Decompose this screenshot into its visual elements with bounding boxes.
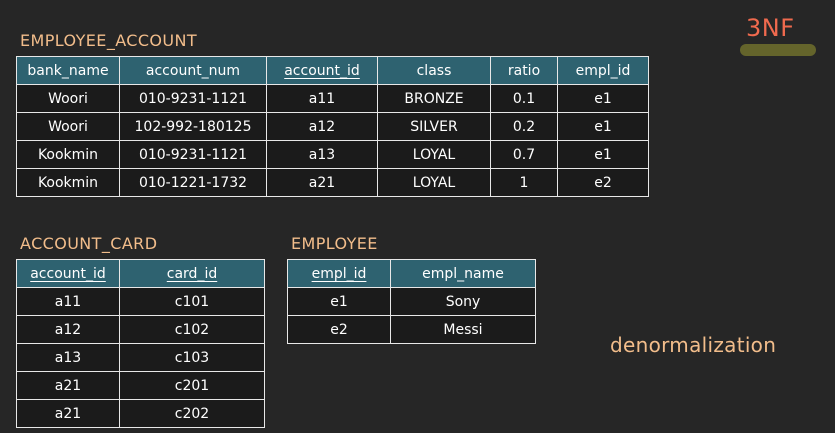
table-cell: 0.7 <box>490 140 558 169</box>
normal-form-badge: 3NF <box>738 14 818 64</box>
table-cell: a21 <box>266 168 378 197</box>
column-header-account-id: account_id <box>16 259 120 288</box>
table-row: e1 Sony <box>287 287 536 316</box>
table-row: a11 c101 <box>16 287 265 316</box>
table-cell: Sony <box>390 287 536 316</box>
column-header-empl-id: empl_id <box>287 259 391 288</box>
badge-highlight <box>740 44 816 56</box>
denormalization-label: denormalization <box>610 333 777 357</box>
table-cell: 0.1 <box>490 84 558 113</box>
column-header-card-id: card_id <box>119 259 265 288</box>
table-row: e2 Messi <box>287 315 536 344</box>
table-cell: c101 <box>119 287 265 316</box>
table-row: a12 c102 <box>16 315 265 344</box>
table-cell: 010-1221-1732 <box>119 168 267 197</box>
table-cell: a11 <box>266 84 378 113</box>
table-cell: a21 <box>16 371 120 400</box>
column-header-account-id: account_id <box>266 56 378 85</box>
table-cell: 010-9231-1121 <box>119 84 267 113</box>
employee-account-title: EMPLOYEE_ACCOUNT <box>20 31 198 50</box>
table-cell: c102 <box>119 315 265 344</box>
table-cell: c202 <box>119 399 265 428</box>
table-cell: e2 <box>557 168 649 197</box>
table-cell: c103 <box>119 343 265 372</box>
table-cell: SILVER <box>377 112 491 141</box>
table-cell: BRONZE <box>377 84 491 113</box>
table-cell: 1 <box>490 168 558 197</box>
badge-label: 3NF <box>746 14 795 42</box>
employee-account-table: bank_name account_num account_id class ratio… <box>16 56 649 197</box>
column-header-class: class <box>377 56 491 85</box>
column-header-account-num: account_num <box>119 56 267 85</box>
table-cell: LOYAL <box>377 140 491 169</box>
table-cell: e1 <box>287 287 391 316</box>
table-cell: Messi <box>390 315 536 344</box>
table-cell: e1 <box>557 84 649 113</box>
column-header-empl-name: empl_name <box>390 259 536 288</box>
employee-table: empl_id empl_name e1 Sony e2 Messi <box>287 259 536 344</box>
table-row: Kookmin 010-1221-1732 a21 LOYAL 1 e2 <box>16 168 649 197</box>
table-row: Woori 010-9231-1121 a11 BRONZE 0.1 e1 <box>16 84 649 113</box>
table-cell: 102-992-180125 <box>119 112 267 141</box>
account-card-title: ACCOUNT_CARD <box>20 234 158 253</box>
column-header-empl-id: empl_id <box>557 56 649 85</box>
table-cell: Woori <box>16 84 120 113</box>
table-cell: LOYAL <box>377 168 491 197</box>
column-header-bank-name: bank_name <box>16 56 120 85</box>
table-cell: a13 <box>16 343 120 372</box>
table-cell: a21 <box>16 399 120 428</box>
employee-title: EMPLOYEE <box>291 234 378 253</box>
table-row: Kookmin 010-9231-1121 a13 LOYAL 0.7 e1 <box>16 140 649 169</box>
table-cell: Kookmin <box>16 168 120 197</box>
table-cell: Kookmin <box>16 140 120 169</box>
table-cell: a11 <box>16 287 120 316</box>
account-card-table: account_id card_id a11 c101 a12 c102 a13 c103 a… <box>16 259 265 428</box>
table-cell: e1 <box>557 140 649 169</box>
table-cell: c201 <box>119 371 265 400</box>
table-row: a21 c202 <box>16 399 265 428</box>
table-row: a21 c201 <box>16 371 265 400</box>
column-header-ratio: ratio <box>490 56 558 85</box>
table-cell: Woori <box>16 112 120 141</box>
table-cell: a13 <box>266 140 378 169</box>
table-cell: a12 <box>16 315 120 344</box>
table-cell: e2 <box>287 315 391 344</box>
table-cell: 010-9231-1121 <box>119 140 267 169</box>
table-row: a13 c103 <box>16 343 265 372</box>
table-cell: 0.2 <box>490 112 558 141</box>
table-cell: a12 <box>266 112 378 141</box>
table-row: Woori 102-992-180125 a12 SILVER 0.2 e1 <box>16 112 649 141</box>
table-cell: e1 <box>557 112 649 141</box>
